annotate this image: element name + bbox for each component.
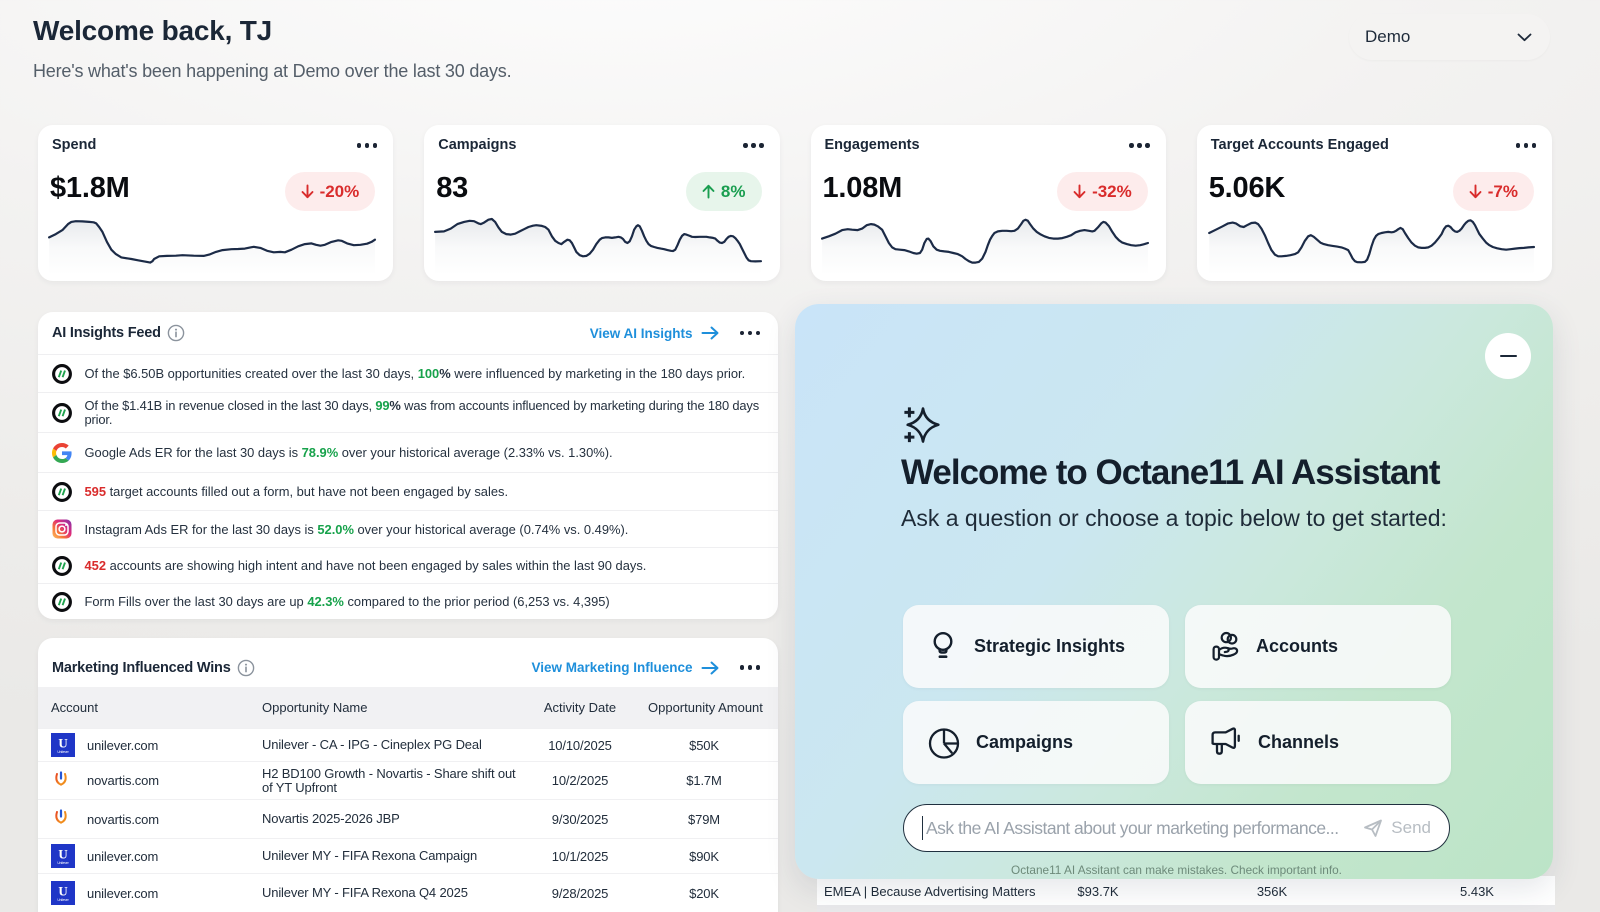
svg-text:Unilever: Unilever <box>57 898 69 902</box>
svg-text:U: U <box>58 847 68 862</box>
svg-text:U: U <box>58 884 68 899</box>
svg-text:Unilever: Unilever <box>57 861 69 865</box>
svg-text:U: U <box>58 736 68 751</box>
svg-text:Unilever: Unilever <box>57 750 69 754</box>
